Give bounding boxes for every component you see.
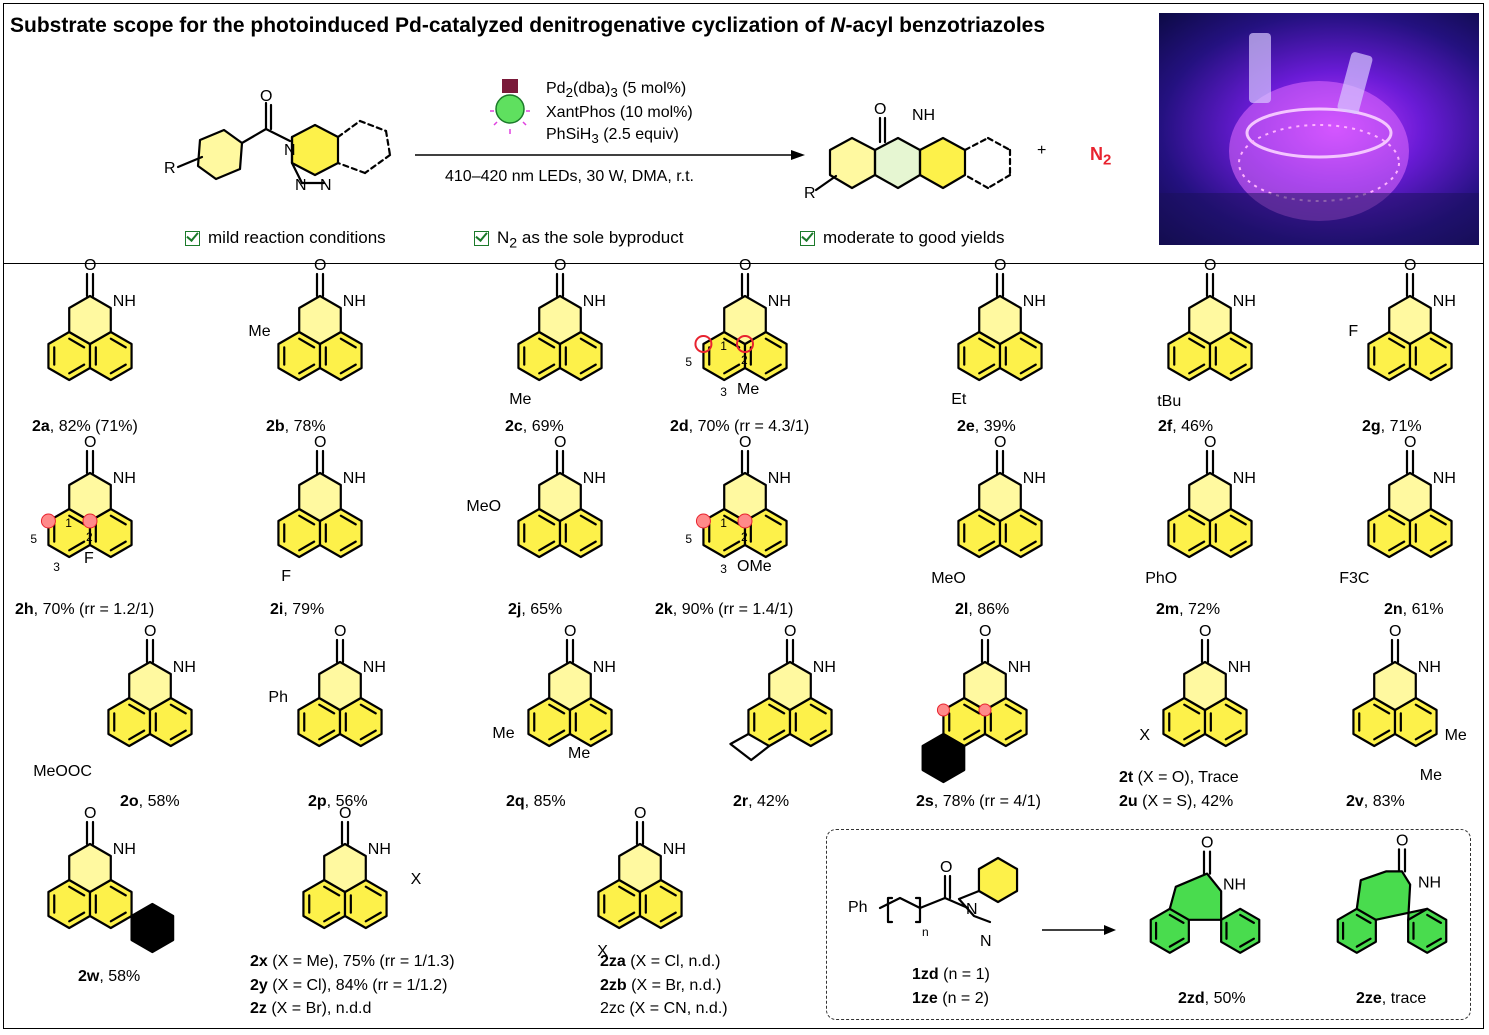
compound-label-2za: 2za (X = Cl, n.d.): [600, 953, 721, 970]
reactor-photo: [1159, 13, 1479, 245]
compound-label-2w: 2w, 58%: [78, 968, 141, 985]
svg-text:N: N: [320, 177, 332, 194]
svg-text:O: O: [874, 101, 886, 118]
byproduct-n2: N2: [1090, 144, 1112, 169]
svg-text:O: O: [260, 88, 272, 105]
compound-label-2i: 2i, 79%: [270, 601, 325, 618]
compound-label-2v: 2v, 83%: [1346, 793, 1405, 810]
plus-sign: +: [1037, 142, 1047, 159]
reaction-arrow: [415, 150, 805, 160]
compound-label-2b: 2b, 78%: [266, 418, 326, 435]
compound-label-2y: 2y (X = Cl), 84% (rr = 1/1.2): [250, 977, 448, 994]
checkbox-icon: [185, 231, 200, 246]
compound-label-2e: 2e, 39%: [957, 418, 1016, 435]
reactant-label-1zd: 1zd (n = 1): [912, 966, 990, 983]
section-divider: [3, 263, 1484, 264]
checkbox-icon: [800, 231, 815, 246]
figure-frame: [3, 3, 1484, 1029]
svg-text:NH: NH: [912, 107, 935, 124]
inset-box: [826, 829, 1471, 1020]
svg-text:N: N: [295, 177, 307, 194]
svg-text:N: N: [284, 142, 296, 159]
compound-label-2g: 2g, 71%: [1362, 418, 1422, 435]
light-bulb-icon: [490, 79, 530, 134]
reagent-2: XantPhos (10 mol%): [546, 104, 693, 121]
compound-label-2q: 2q, 85%: [506, 793, 566, 810]
compound-label-2r: 2r, 42%: [733, 793, 790, 810]
compound-label-2o: 2o, 58%: [120, 793, 180, 810]
compound-label-2t: 2t (X = O), Trace: [1119, 769, 1239, 786]
compound-label-2j: 2j, 65%: [508, 601, 563, 618]
reactant-label-1ze: 1ze (n = 2): [912, 990, 989, 1007]
feature-mild-conditions: mild reaction conditions: [208, 228, 386, 247]
svg-text:R: R: [164, 160, 176, 177]
compound-label-2p: 2p, 56%: [308, 793, 368, 810]
reagent-3: PhSiH3 (2.5 equiv): [546, 126, 679, 147]
product-structure: O NH R: [804, 101, 1012, 202]
compound-label-2h: 2h, 70% (rr = 1.2/1): [15, 601, 155, 618]
reagent-1: Pd2(dba)3 (5 mol%): [546, 80, 687, 101]
compound-label-2c: 2c, 69%: [505, 418, 564, 435]
checkbox-icon: [474, 231, 489, 246]
compound-label-2n: 2n, 61%: [1384, 601, 1444, 618]
compound-label-2d: 2d, 70% (rr = 4.3/1): [670, 418, 810, 435]
compound-label-2s: 2s, 78% (rr = 4/1): [916, 793, 1041, 810]
compound-label-2m: 2m, 72%: [1156, 601, 1221, 618]
feature-n2-byproduct: N2 as the sole byproduct: [497, 228, 684, 252]
reaction-conditions: 410–420 nm LEDs, 30 W, DMA, r.t.: [445, 168, 694, 185]
compound-label-2x: 2x (X = Me), 75% (rr = 1/1.3): [250, 953, 455, 970]
compound-label-2zb: 2zb (X = Br, n.d.): [600, 977, 722, 994]
product-label-2ze: 2ze, trace: [1356, 990, 1427, 1007]
compound-label-2l: 2l, 86%: [955, 601, 1010, 618]
feature-yields: moderate to good yields: [823, 228, 1005, 247]
figure-title: Substrate scope for the photoinduced Pd-…: [10, 14, 1046, 37]
compound-label-2f: 2f, 46%: [1158, 418, 1214, 435]
compound-label-2a: 2a, 82% (71%): [32, 418, 138, 435]
svg-text:R: R: [804, 185, 816, 202]
starting-material-structure: O N N N R: [164, 88, 392, 194]
product-label-2zd: 2zd, 50%: [1178, 990, 1246, 1007]
compound-label-2zc: 2zc (X = CN, n.d.): [600, 1000, 728, 1017]
compound-label-2k: 2k, 90% (rr = 1.4/1): [655, 601, 794, 618]
compound-label-2u: 2u (X = S), 42%: [1119, 793, 1234, 810]
compound-label-2z: 2z (X = Br), n.d.d: [250, 1000, 372, 1017]
